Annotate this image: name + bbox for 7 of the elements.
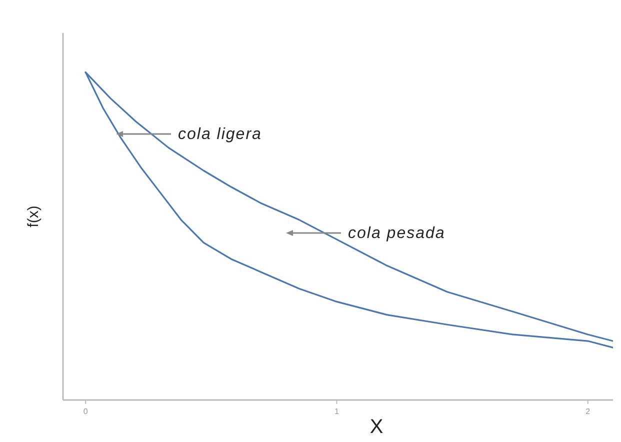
x-tick-label: 2 xyxy=(586,407,591,416)
annotation: cola pesada xyxy=(348,225,446,242)
x-tick-label: 1 xyxy=(334,407,340,416)
annotation: cola ligera xyxy=(178,126,262,143)
y-axis-title: f(x) xyxy=(25,206,42,228)
x-tick-label: 0 xyxy=(83,407,88,416)
x-axis-title: X xyxy=(370,416,384,438)
